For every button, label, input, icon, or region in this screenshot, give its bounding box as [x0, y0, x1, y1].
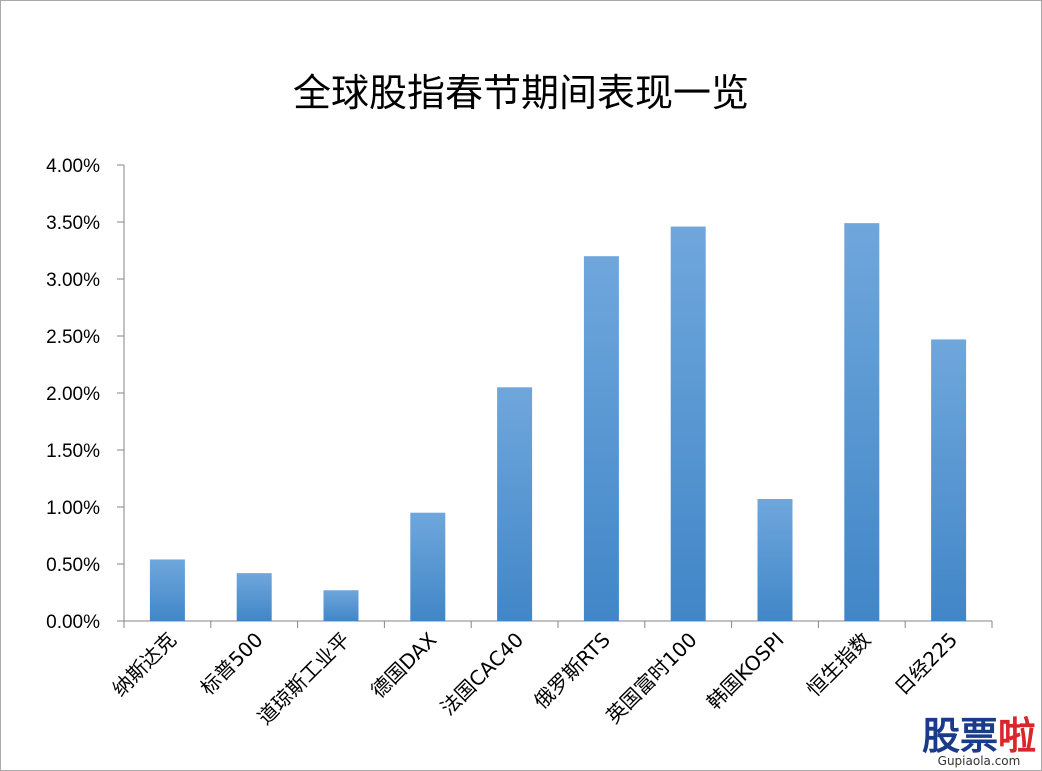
- bar: [583, 256, 619, 621]
- x-tick-label: 日经225: [890, 628, 962, 700]
- x-tick-label: 韩国KOSPI: [702, 628, 789, 715]
- bar: [149, 559, 185, 621]
- bar: [844, 223, 880, 621]
- y-tick-label: 2.00%: [46, 384, 100, 405]
- bar: [236, 573, 272, 621]
- bar: [931, 339, 967, 621]
- x-tick-label: 道琼斯工业平: [253, 628, 355, 730]
- x-tick-label: 德国DAX: [366, 627, 441, 702]
- watermark-logo: 股票啦: [921, 714, 1036, 758]
- watermark: 股票啦 Gupiaola.com: [922, 717, 1036, 767]
- bar: [323, 590, 359, 621]
- y-tick-label: 1.50%: [46, 441, 100, 462]
- x-tick-label: 标普500: [195, 628, 267, 700]
- x-tick-label: 法国CAC40: [436, 628, 528, 720]
- y-tick-label: 2.50%: [46, 327, 100, 348]
- y-tick-label: 0.00%: [46, 612, 100, 633]
- x-tick-label: 英国富时100: [601, 628, 702, 729]
- bar: [410, 512, 446, 621]
- bar: [757, 499, 793, 621]
- y-tick-labels: 0.00% 0.50% 1.00% 1.50% 2.00% 2.50% 3.00% 3.50%…: [46, 156, 100, 633]
- y-tick-label: 0.50%: [46, 555, 100, 576]
- bar: [497, 387, 533, 621]
- x-tick-label: 恒生指数: [802, 628, 876, 702]
- y-tick-label: 1.00%: [46, 498, 100, 519]
- y-tick-label: 3.00%: [46, 270, 100, 291]
- y-tick-label: 3.50%: [46, 213, 100, 234]
- watermark-url: Gupiaola.com: [937, 754, 1021, 768]
- bars: [149, 223, 967, 621]
- bar: [670, 226, 706, 621]
- x-tick-label: 俄罗斯RTS: [529, 628, 615, 714]
- x-tick-label: 纳斯达克: [107, 628, 181, 702]
- chart-title: 全球股指春节期间表现一览: [292, 71, 749, 115]
- y-tick-label: 4.00%: [46, 156, 100, 177]
